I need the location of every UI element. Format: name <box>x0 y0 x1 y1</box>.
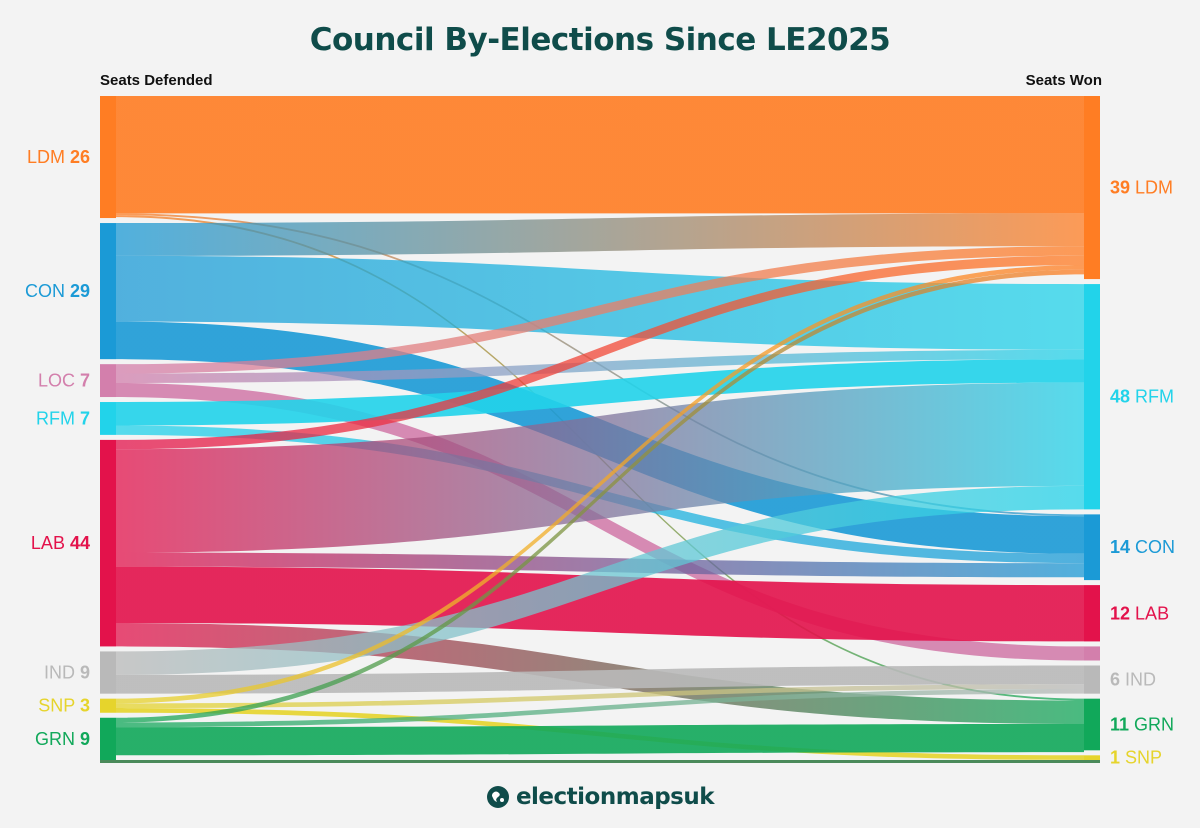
flow-lab-to-con <box>116 552 1084 578</box>
source-label-con: CON 29 <box>25 281 90 301</box>
target-node-loc <box>1084 646 1100 661</box>
source-node-lab <box>100 439 116 647</box>
flow-lab-to-ldm <box>116 255 1084 450</box>
baseline <box>100 760 1100 763</box>
source-label-grn: GRN 9 <box>35 729 90 749</box>
source-node-snp <box>100 698 116 713</box>
flow-loc-to-loc <box>116 382 1084 661</box>
flow-rfm-to-rfm <box>116 359 1084 426</box>
source-node-grn <box>100 717 116 760</box>
source-label-lab: LAB 44 <box>31 533 90 553</box>
source-node-loc <box>100 364 116 398</box>
flow-grn-to-ldm <box>116 269 1084 723</box>
target-node-rfm <box>1084 284 1100 510</box>
source-node-ind <box>100 651 116 694</box>
target-label-lab: 12 LAB <box>1110 603 1169 623</box>
target-label-grn: 11 GRN <box>1110 714 1174 734</box>
chart-title: Council By-Elections Since LE2025 <box>309 22 891 58</box>
target-node-grn <box>1084 698 1100 751</box>
flow-grn-to-ind <box>116 688 1084 728</box>
seats-defended-heading: Seats Defended <box>100 72 213 89</box>
brand-name: electionmapsuk <box>515 784 715 810</box>
source-node-con <box>100 223 116 360</box>
flow-lab-to-rfm <box>116 382 1084 553</box>
flow-grn-to-grn <box>116 724 1084 756</box>
source-node-ldm <box>100 96 116 219</box>
flow-loc-to-rfm <box>116 349 1084 383</box>
flow-con-to-ldm <box>116 213 1084 256</box>
target-node-ind <box>1084 665 1100 694</box>
flow-ldm-to-ldm <box>116 96 1084 214</box>
footer-logo: electionmapsuk <box>0 784 1200 810</box>
target-label-con: 14 CON <box>1110 537 1175 557</box>
target-node-lab <box>1084 585 1100 642</box>
source-label-ind: IND 9 <box>44 663 90 683</box>
source-label-loc: LOC 7 <box>38 371 90 391</box>
flow-loc-to-ldm <box>116 246 1084 374</box>
target-node-ldm <box>1084 96 1100 280</box>
flow-ind-to-ind <box>116 665 1084 694</box>
target-node-con <box>1084 514 1100 581</box>
source-label-ldm: LDM 26 <box>27 147 90 167</box>
flow-ind-to-rfm <box>116 485 1084 675</box>
seats-won-heading: Seats Won <box>1025 72 1102 89</box>
flow-lab-to-lab <box>116 566 1084 642</box>
globe-icon <box>486 786 509 808</box>
target-node-snp <box>1084 755 1100 760</box>
flow-snp-to-ldm <box>116 264 1084 704</box>
source-node-rfm <box>100 402 116 435</box>
flow-snp-to-ind <box>116 684 1084 709</box>
source-label-rfm: RFM 7 <box>36 408 90 428</box>
target-label-ind: 6 IND <box>1110 670 1156 690</box>
source-label-snp: SNP 3 <box>38 696 90 716</box>
target-label-rfm: 48 RFM <box>1110 387 1174 407</box>
flow-con-to-rfm <box>116 255 1084 350</box>
target-label-snp: 1 SNP <box>1110 748 1162 768</box>
target-label-ldm: 39 LDM <box>1110 178 1173 198</box>
